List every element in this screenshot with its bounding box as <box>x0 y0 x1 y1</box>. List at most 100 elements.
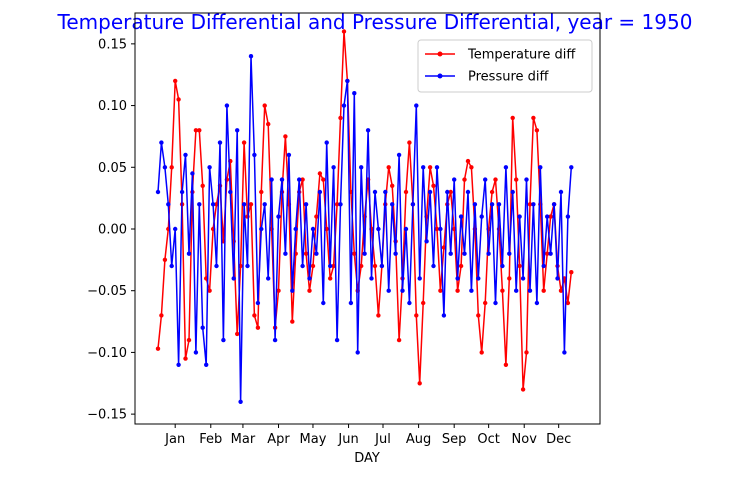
data-point <box>400 288 405 293</box>
data-point <box>338 202 343 207</box>
data-point <box>514 177 519 182</box>
data-point <box>204 362 209 367</box>
data-point <box>338 115 343 121</box>
x-tick-label: Nov <box>512 432 538 447</box>
data-point <box>297 177 302 182</box>
data-point <box>283 134 288 139</box>
data-point <box>245 263 250 269</box>
data-point <box>159 313 164 318</box>
data-point <box>565 214 571 219</box>
data-point <box>228 189 233 195</box>
data-point <box>207 165 212 170</box>
data-point <box>224 103 230 108</box>
data-point <box>259 189 264 195</box>
data-point <box>241 140 247 145</box>
data-point <box>176 362 181 367</box>
y-tick-label: −0.15 <box>87 408 127 423</box>
data-point <box>417 276 422 281</box>
data-point <box>507 276 512 281</box>
data-point <box>162 165 168 170</box>
data-point <box>235 128 240 133</box>
data-point <box>279 177 285 182</box>
data-point <box>555 276 560 281</box>
data-point <box>283 251 288 256</box>
x-tick-label: Aug <box>406 432 431 447</box>
data-point <box>424 239 429 244</box>
data-point <box>321 177 326 182</box>
chart-title: Temperature Differential and Pressure Di… <box>57 10 693 34</box>
legend: Temperature diff Pressure diff <box>417 39 593 93</box>
data-point <box>259 226 264 232</box>
data-point <box>200 183 205 188</box>
data-point <box>317 189 323 195</box>
data-point <box>314 214 319 219</box>
data-point <box>166 202 171 207</box>
data-point <box>314 251 319 256</box>
data-point <box>317 171 323 176</box>
data-point <box>376 226 381 232</box>
data-point <box>441 313 447 318</box>
data-point <box>496 202 502 207</box>
data-point <box>390 202 395 207</box>
data-point <box>507 251 512 256</box>
data-point <box>183 152 188 158</box>
data-point <box>431 263 436 269</box>
data-point <box>255 325 261 330</box>
data-point <box>173 78 178 84</box>
data-point <box>266 121 271 127</box>
data-point <box>352 91 357 96</box>
series-layer <box>155 29 574 404</box>
data-point <box>269 177 274 182</box>
data-point <box>448 251 453 256</box>
data-point <box>465 158 471 164</box>
data-point <box>500 288 505 293</box>
data-point <box>427 165 433 170</box>
data-point <box>179 189 185 195</box>
data-point <box>386 288 391 293</box>
data-point <box>538 165 543 170</box>
data-point <box>520 387 526 392</box>
data-point <box>210 202 216 207</box>
data-point <box>169 263 174 269</box>
data-point <box>307 276 312 281</box>
data-point <box>383 189 388 195</box>
data-point <box>558 189 564 195</box>
data-point <box>562 350 567 355</box>
data-point <box>531 202 536 207</box>
data-point <box>545 251 550 256</box>
data-point <box>300 263 305 269</box>
data-point <box>290 288 295 293</box>
data-point <box>362 251 367 256</box>
x-tick-label: Mar <box>231 432 256 447</box>
data-point <box>527 202 533 207</box>
data-point <box>438 226 443 232</box>
data-point <box>334 202 340 207</box>
data-point <box>193 350 199 355</box>
data-point <box>155 346 161 351</box>
data-point <box>517 263 522 269</box>
y-tick-label: 0.00 <box>98 222 127 237</box>
data-point <box>524 177 529 182</box>
data-point <box>293 226 298 232</box>
data-point <box>155 189 161 195</box>
data-point <box>421 300 426 306</box>
data-point <box>438 288 443 293</box>
data-point <box>465 189 471 195</box>
data-point <box>290 319 295 324</box>
data-point <box>328 263 333 269</box>
y-tick-label: 0.05 <box>98 161 127 176</box>
legend-label: Temperature diff <box>467 48 576 63</box>
data-point <box>372 263 378 269</box>
data-point <box>200 325 205 330</box>
data-point <box>569 165 574 170</box>
data-point <box>379 263 385 269</box>
data-point <box>190 171 195 176</box>
data-point <box>176 97 181 102</box>
x-tick-label: Oct <box>477 432 499 447</box>
data-point <box>569 270 574 275</box>
data-point <box>169 165 174 170</box>
data-point <box>303 251 309 256</box>
legend-label: Pressure diff <box>468 70 550 85</box>
data-point <box>414 313 419 318</box>
